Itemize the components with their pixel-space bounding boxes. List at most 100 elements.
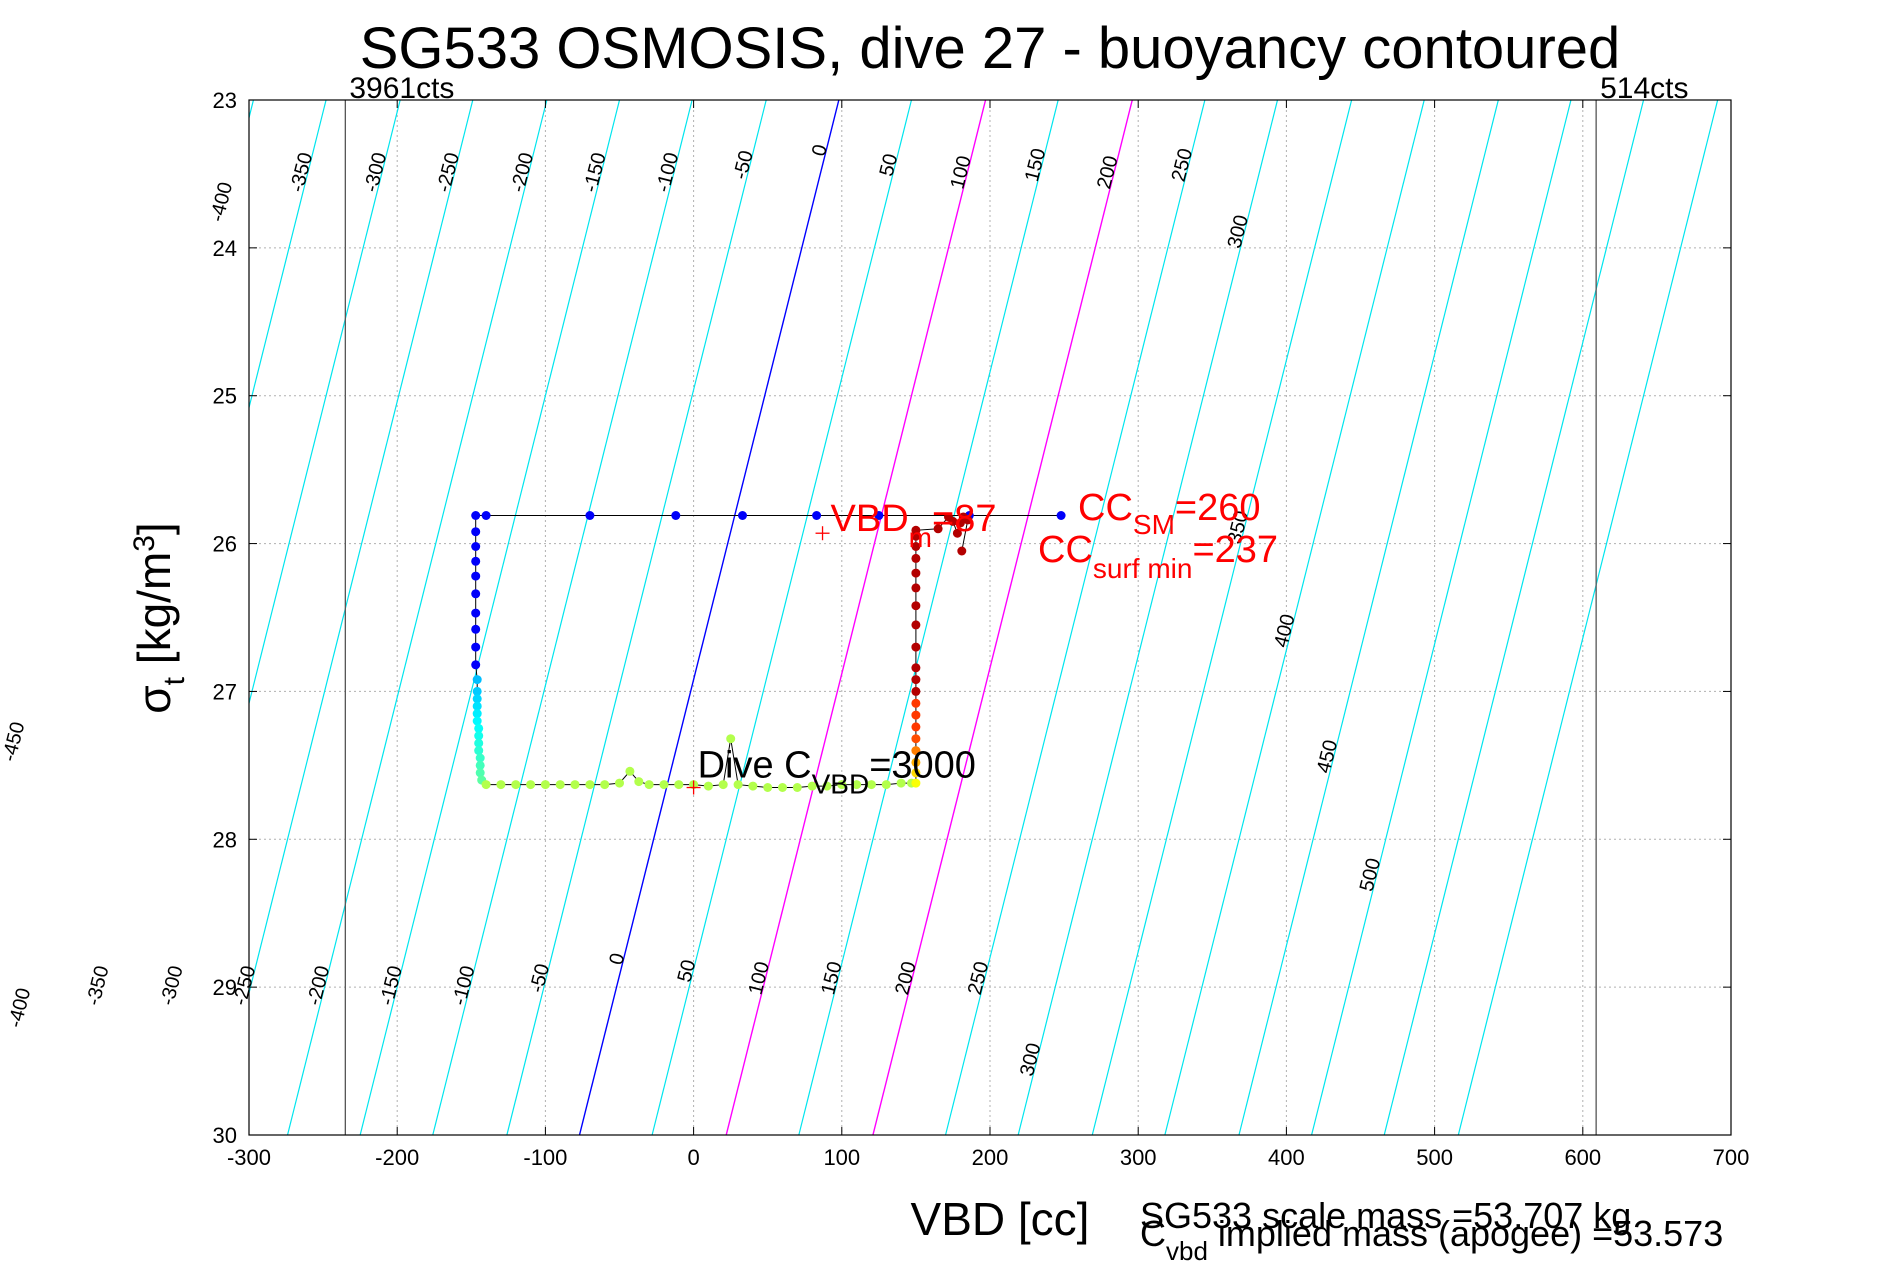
chart-title: SG533 OSMOSIS, dive 27 - buoyancy contou… [360,16,1621,81]
data-point [896,778,906,788]
data-point [496,780,506,790]
data-point [778,783,787,792]
data-point [837,780,847,790]
data-point [733,780,743,790]
data-point [644,780,654,790]
data-point [822,781,832,791]
y-tick-label: 30 [213,1123,237,1148]
contour-line [798,100,1059,1135]
contour-line [1311,100,1572,1135]
x-tick-label: 600 [1564,1145,1601,1170]
y-tick-label: 23 [213,88,237,113]
contour-line [1457,100,1719,1135]
contour-line [651,100,913,1135]
data-point [807,781,817,791]
data-point [763,783,773,792]
contour-line [249,100,401,706]
data-point [911,675,921,685]
contour-label: 50 [876,152,903,179]
data-point [659,780,669,790]
data-point [585,511,595,520]
scale-mass-note: SG533 scale mass =53.707 kg [1140,1195,1631,1236]
data-point [911,583,921,593]
data-point [881,780,891,790]
data-point [615,778,624,788]
x-tick-label: -300 [227,1145,271,1170]
data-point [852,780,862,790]
data-point [474,731,484,741]
contour-line [1164,100,1425,1135]
implied-mass-note: Cvbd implied mass (apogee) =53.573 [1140,1213,1723,1262]
data-point [911,642,921,652]
cc-sm-annotation: CCSM=260 [1078,487,1260,540]
data-point [911,746,921,756]
y-tick-label: 24 [213,236,237,261]
y-tick-label: 29 [213,975,237,1000]
data-point [511,780,521,790]
data-point [911,620,921,630]
data-point [911,553,921,563]
data-point [911,698,921,708]
data-point [540,780,550,790]
data-point [481,780,491,790]
x-tick-label: -200 [375,1145,419,1170]
data-point [952,528,962,538]
x-tick-label: 700 [1713,1145,1750,1170]
contour-line [944,100,1206,1135]
data-point [866,780,876,790]
contour-line [432,100,693,1135]
data-point [911,768,921,778]
data-point [748,781,758,791]
data-point [472,686,482,696]
data-point [911,757,921,767]
data-point [911,525,921,535]
data-point [474,746,484,756]
data-point [475,753,485,763]
x-axis-title: VBD [cc] [911,1193,1090,1245]
contour-label: 0 [808,142,832,158]
data-point [874,511,884,520]
data-point [471,642,481,652]
data-point [570,780,580,790]
data-point [671,511,681,520]
data-point [911,710,921,720]
data-point [911,663,921,673]
x-tick-label: 500 [1416,1145,1453,1170]
data-point [472,709,482,719]
data-point [471,571,481,581]
y-tick-label: 27 [213,679,237,704]
data-point [475,760,485,770]
data-point [911,568,921,578]
data-point [948,516,958,526]
data-point [481,511,491,520]
data-point [471,608,481,618]
data-point [957,546,967,556]
x-tick-label: -100 [523,1145,567,1170]
x-tick-label: 0 [687,1145,699,1170]
data-point [726,734,736,744]
data-point [738,511,747,520]
data-point [472,694,482,704]
contour-line [359,100,621,1135]
contour-line [249,100,327,411]
x-tick-label: 400 [1268,1145,1305,1170]
data-point [703,781,713,791]
contour-line [1238,100,1499,1135]
data-point [471,527,481,537]
data-point [475,768,485,778]
contour-line [1383,100,1645,1135]
data-point [1056,511,1066,520]
data-point [911,542,921,551]
data-point [471,556,481,566]
data-point [555,780,565,790]
data-point [471,511,481,520]
contour-label: 0 [605,951,629,967]
x-tick-label: 300 [1120,1145,1157,1170]
contour-line [578,100,840,1135]
data-point [471,542,481,551]
data-point [911,734,921,744]
dive-cvbd-label: Dive CVBD=3000 [698,745,976,800]
data-point [472,701,482,711]
